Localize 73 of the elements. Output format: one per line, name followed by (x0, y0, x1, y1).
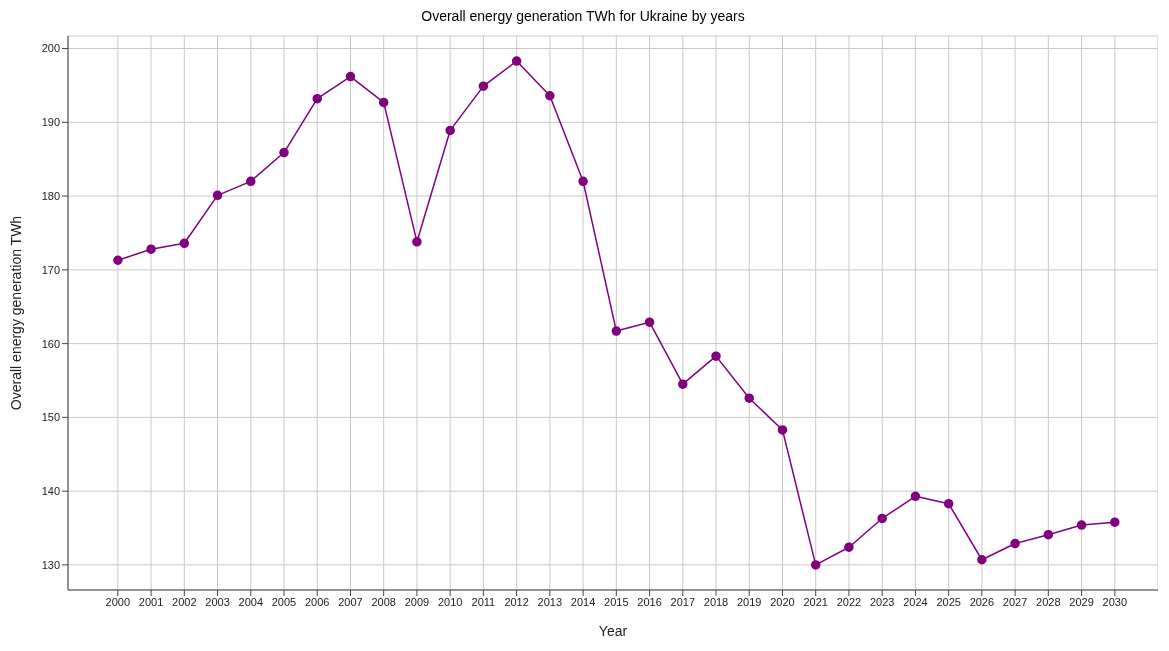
x-tick-label: 2016 (637, 595, 662, 608)
point (810, 560, 821, 570)
point (179, 238, 190, 249)
point (943, 498, 954, 509)
x-tick-label: 2005 (271, 595, 297, 608)
point (611, 326, 622, 336)
x-tick-label: 2014 (570, 595, 596, 608)
x-tick-label: 2008 (371, 595, 396, 608)
x-tick-label: 2018 (703, 595, 729, 608)
x-tick-label: 2026 (969, 595, 995, 608)
x-tick-label: 2002 (172, 595, 197, 608)
x-tick-label: 2020 (770, 595, 795, 608)
y-axis-title: Overall energy generation TWh (7, 215, 24, 411)
point (312, 93, 322, 104)
x-tick-label: 2022 (836, 595, 862, 608)
x-tick-label: 2006 (305, 595, 330, 608)
x-tick-label: 2013 (537, 595, 563, 608)
x-tick-label: 2024 (903, 595, 928, 608)
x-tick-label: 2023 (869, 595, 895, 608)
x-tick-label: 2003 (205, 595, 230, 608)
point (345, 71, 356, 82)
x-tick-label: 2027 (1002, 595, 1028, 608)
point (212, 190, 223, 201)
point (777, 425, 788, 435)
x-tick-label: 2000 (105, 595, 131, 608)
y-tick-label: 190 (41, 116, 60, 129)
y-tick-label: 140 (41, 485, 60, 498)
y-tick-label: 180 (41, 189, 60, 202)
point (146, 244, 156, 254)
x-tick-label: 2021 (803, 595, 828, 608)
point (113, 255, 123, 266)
x-tick-label: 2011 (471, 595, 496, 608)
point (1110, 517, 1120, 527)
point (412, 237, 422, 247)
point (910, 491, 921, 502)
x-tick-label: 2001 (138, 595, 164, 608)
point (1010, 538, 1020, 549)
y-tick-label: 130 (41, 558, 60, 571)
point (279, 147, 289, 158)
x-tick-label: 2025 (936, 595, 961, 608)
x-tick-label: 2012 (504, 595, 529, 608)
point (1076, 520, 1087, 530)
x-tick-label: 2004 (238, 595, 264, 608)
point (511, 56, 522, 66)
y-tick-label: 150 (41, 411, 60, 424)
x-tick-label: 2007 (338, 595, 363, 608)
chart-title: Overall energy generation TWh for Ukraine by years (420, 8, 746, 26)
x-tick-label: 2009 (404, 595, 430, 608)
point (678, 379, 688, 389)
point (1043, 529, 1054, 540)
x-tick-label: 2010 (437, 595, 463, 608)
x-tick-label: 2029 (1069, 595, 1094, 608)
point (744, 393, 754, 403)
y-tick-label: 160 (41, 337, 60, 350)
y-tick-label: 200 (41, 42, 60, 55)
point (711, 351, 721, 361)
x-tick-label: 2030 (1102, 595, 1128, 608)
point (378, 97, 389, 108)
point (644, 317, 655, 327)
point (545, 91, 555, 101)
point (478, 81, 489, 91)
x-tick-label: 2019 (737, 595, 762, 608)
point (977, 555, 987, 565)
point (877, 513, 887, 524)
x-tick-label: 2015 (604, 595, 629, 608)
x-tick-label: 2017 (670, 595, 696, 608)
x-tick-label: 2028 (1036, 595, 1061, 608)
point (246, 176, 256, 187)
point (844, 542, 854, 552)
y-tick-label: 170 (41, 263, 60, 276)
point (445, 125, 455, 136)
x-axis-title: Year (598, 623, 628, 639)
point (578, 176, 588, 187)
